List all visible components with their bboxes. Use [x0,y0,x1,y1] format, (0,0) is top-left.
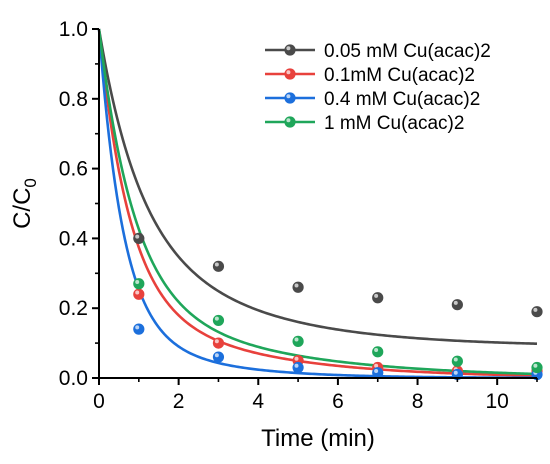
legend-marker [284,116,296,128]
data-point-highlight [453,357,458,362]
y-tick-label: 0.6 [59,158,88,181]
data-point [372,367,384,379]
y-tick-label: 0.4 [59,227,89,250]
data-point-highlight [374,368,379,373]
legend-marker-highlight [286,94,291,99]
x-tick-label: 6 [332,390,344,413]
data-point-marker [451,355,463,367]
data-point [133,232,145,244]
data-point-marker [372,367,384,379]
data-point [133,288,145,300]
data-point [451,355,463,367]
data-point-marker [531,306,543,318]
legend-marker-highlight [286,46,291,51]
data-point [212,314,225,327]
data-point-marker [133,288,145,300]
x-tick-label: 10 [486,390,509,413]
data-point [292,361,304,374]
legend-marker-highlight [286,118,291,123]
x-axis-title: Time (min) [261,425,375,452]
data-point-marker [531,361,543,374]
legend-label: 0.05 mM Cu(acac)2 [324,41,491,62]
data-point [531,306,543,318]
fit-line-3 [97,28,538,376]
legend-label: 0.4 mM Cu(acac)2 [324,89,480,110]
legend-item-2: 0.4 mM Cu(acac)2 [265,89,480,110]
data-point [292,281,304,293]
data-point-highlight [294,356,299,361]
data-point [372,292,384,304]
y-tick-label: 0.2 [59,297,88,320]
data-point-highlight [294,363,299,368]
data-point-marker [133,278,145,290]
data-point-highlight [135,234,140,239]
legend-marker-highlight [286,70,291,75]
data-point-highlight [374,348,379,353]
data-point-marker [292,361,304,374]
data-point-marker [212,260,225,272]
data-point-highlight [374,293,379,298]
y-tick-label: 1.0 [59,18,88,41]
x-tick-label: 2 [173,390,185,413]
data-point-highlight [214,339,219,344]
legend-marker [284,44,296,56]
data-point-highlight [135,325,140,330]
data-point [372,346,384,358]
data-point-highlight [214,262,219,267]
legend-label: 1 mM Cu(acac)2 [324,113,464,134]
data-point [212,351,225,363]
legend-item-1: 0.1mM Cu(acac)2 [265,65,475,86]
legend-marker [284,68,296,80]
data-point-highlight [214,316,219,321]
data-point-marker [372,292,384,304]
data-point-highlight [214,353,219,358]
data-point [531,361,543,374]
data-point-highlight [294,283,299,288]
data-point-highlight [135,290,140,295]
data-point-highlight [374,363,379,368]
data-point [212,337,225,349]
fit-line-1 [97,28,538,377]
data-point-highlight [135,279,140,284]
data-point-highlight [294,337,299,342]
data-point-marker [133,232,145,244]
data-point [133,323,145,335]
data-point-marker [212,337,225,349]
data-point [212,260,225,272]
y-tick-label: 0.8 [59,88,88,111]
x-tick-label: 0 [93,390,105,413]
data-point-marker [212,351,225,363]
data-point-marker [133,323,145,335]
data-point-marker [372,346,384,358]
data-point-highlight [533,363,538,368]
data-point-marker [292,281,304,293]
data-point [451,299,463,311]
data-point-highlight [453,370,458,375]
x-tick-label: 4 [252,390,264,413]
fit-line-0 [97,28,538,345]
legend-item-0: 0.05 mM Cu(acac)2 [265,41,491,62]
data-point-marker [292,335,304,347]
legend-item-3: 1 mM Cu(acac)2 [265,113,464,134]
data-point-marker [212,314,225,327]
y-tick-label: 0.0 [59,367,88,390]
data-point [292,335,304,347]
legend-marker [284,92,296,104]
data-point-highlight [453,300,458,305]
x-tick-label: 8 [412,390,424,413]
data-point-highlight [533,307,538,312]
data-point [133,278,145,290]
y-axis-title: C/C0 [9,178,40,229]
legend-label: 0.1mM Cu(acac)2 [324,65,475,86]
data-point-marker [451,299,463,311]
